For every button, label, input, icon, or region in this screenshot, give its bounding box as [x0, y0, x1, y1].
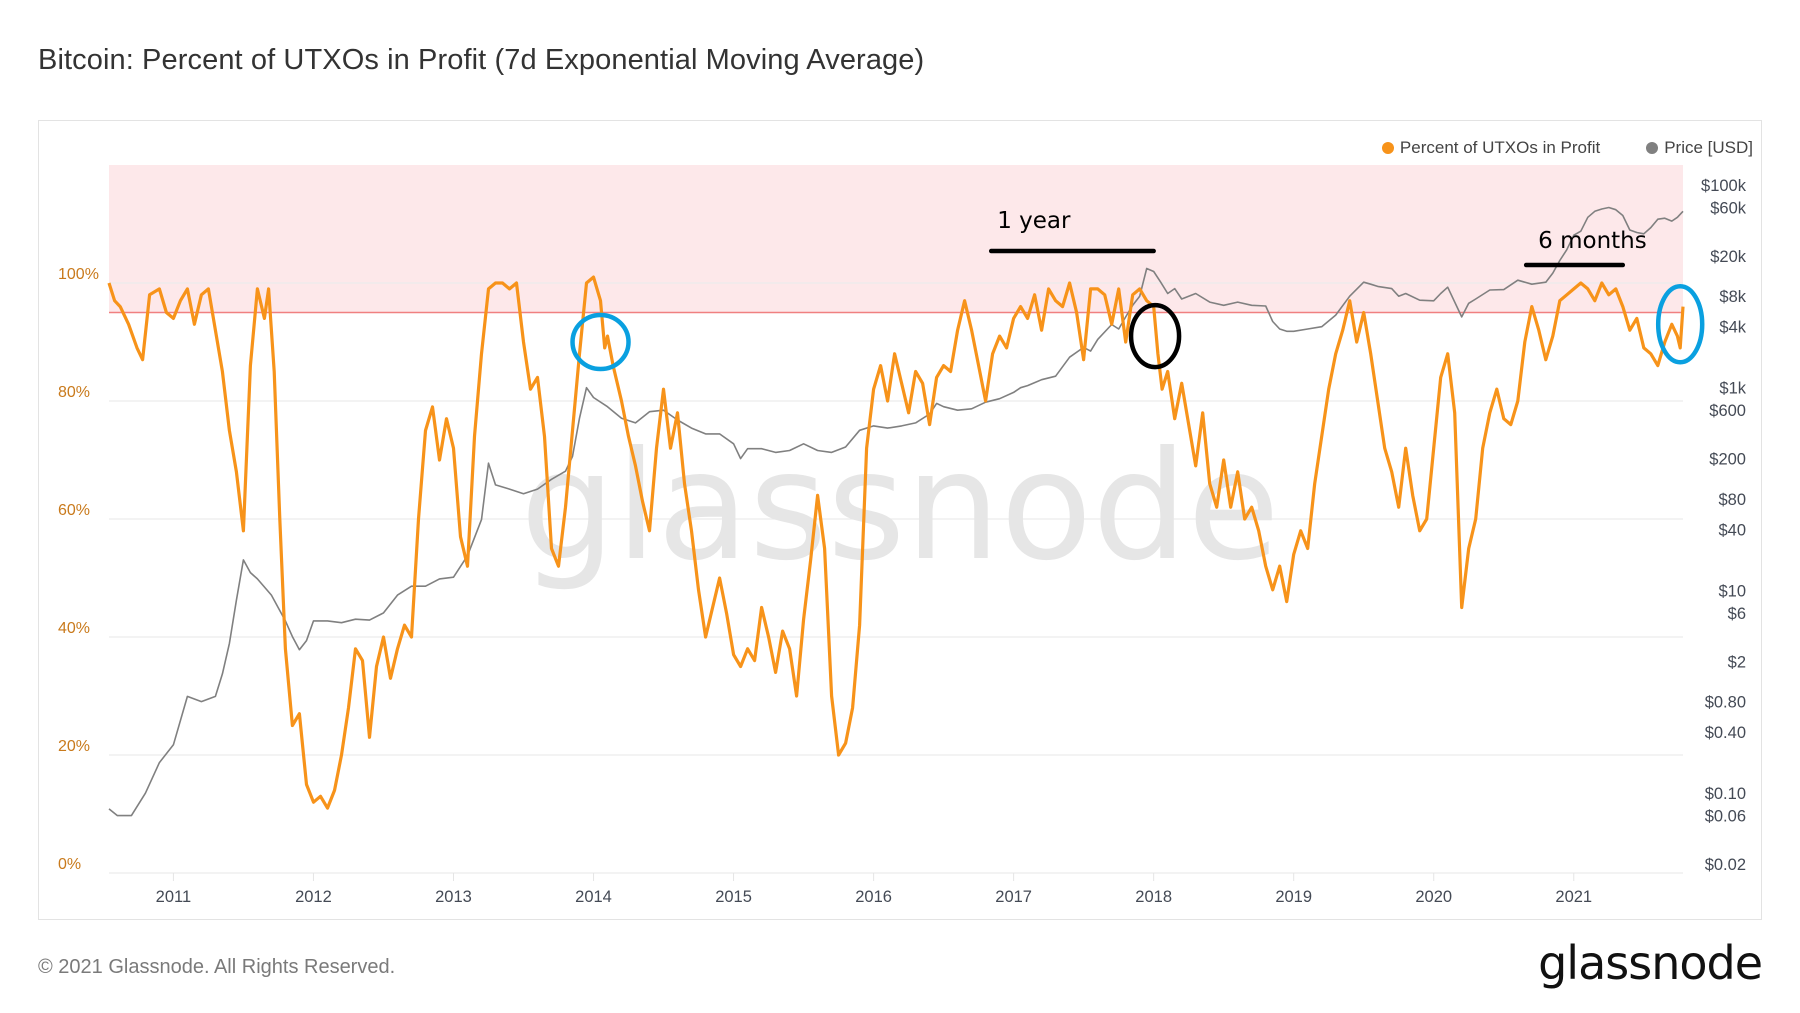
y-axis-left: 0% 20% 40% 60% 80% 100% — [58, 266, 99, 873]
legend-label-utxo: Percent of UTXOs in Profit — [1399, 138, 1601, 157]
x-tick-label: 2018 — [1135, 888, 1172, 906]
highlight-band-group — [109, 165, 1683, 313]
watermark: glassnode — [520, 420, 1279, 594]
annotation-circle — [570, 312, 631, 372]
y-right-tick-label: $2 — [1728, 653, 1746, 671]
x-tick-label: 2013 — [435, 888, 472, 906]
series-group — [107, 206, 1685, 817]
y-right-tick-label: $8k — [1719, 288, 1746, 306]
y-right-tick-label: $0.80 — [1705, 694, 1746, 712]
y-right-tick-label: $0.40 — [1705, 724, 1746, 742]
x-tick-label: 2020 — [1415, 888, 1452, 906]
y-axis-right: $100k $60k $20k $8k $4k $1k $600 $200 $80 $40 $10 $… — [1701, 177, 1747, 874]
y-left-tick-label: 100% — [58, 266, 99, 283]
x-tick-label: 2012 — [295, 888, 332, 906]
y-left-tick-label: 20% — [58, 738, 90, 755]
copyright-text: © 2021 Glassnode. All Rights Reserved. — [38, 956, 396, 978]
annotations: 1 year 6 months — [570, 208, 1705, 372]
y-right-tick-label: $200 — [1709, 451, 1746, 469]
y-right-tick-label: $0.06 — [1705, 808, 1746, 826]
y-right-tick-label: $1k — [1719, 380, 1746, 398]
gridlines — [109, 282, 1683, 874]
utxo-profit-line — [107, 275, 1685, 810]
legend-item-price[interactable]: Price [USD] — [1646, 138, 1753, 158]
x-tick-label: 2015 — [715, 888, 752, 906]
y-right-tick-label: $0.10 — [1705, 785, 1746, 803]
y-right-tick-label: $0.02 — [1705, 856, 1746, 874]
y-right-tick-label: $60k — [1710, 199, 1747, 217]
highlight-band — [109, 165, 1683, 313]
y-right-tick-label: $20k — [1710, 248, 1747, 266]
legend-dot-utxo-icon — [1381, 142, 1394, 154]
y-right-tick-label: $4k — [1719, 319, 1746, 337]
x-tick-label: 2021 — [1555, 888, 1592, 906]
x-tick-label: 2016 — [855, 888, 892, 906]
y-right-tick-label: $6 — [1728, 605, 1746, 623]
legend-label-price: Price [USD] — [1664, 138, 1753, 157]
legend: Percent of UTXOs in Profit Price [USD] — [1381, 138, 1753, 158]
y-right-tick-label: $10 — [1718, 582, 1746, 600]
y-left-tick-label: 80% — [58, 384, 90, 401]
legend-dot-price-icon — [1646, 142, 1659, 154]
x-tick-label: 2014 — [575, 888, 612, 906]
y-right-tick-label: $100k — [1701, 177, 1747, 195]
y-right-tick-label: $40 — [1718, 521, 1746, 539]
legend-item-utxo[interactable]: Percent of UTXOs in Profit — [1381, 138, 1601, 158]
x-tick-label: 2017 — [995, 888, 1032, 906]
glassnode-logo[interactable]: glassnode — [1538, 936, 1763, 990]
y-right-tick-label: $80 — [1718, 491, 1746, 509]
y-left-tick-label: 40% — [58, 620, 90, 637]
annotation-circle — [1128, 302, 1182, 370]
y-left-tick-label: 0% — [58, 856, 81, 873]
x-axis: 2011 2012 2013 2014 2015 2016 2017 2018 2019 2020… — [156, 873, 1592, 906]
chart-title: Bitcoin: Percent of UTXOs in Profit (7d … — [38, 44, 925, 76]
x-tick-label: 2011 — [156, 888, 191, 906]
annotation-label: 1 year — [997, 208, 1071, 234]
y-right-tick-label: $600 — [1709, 402, 1746, 420]
x-tick-label: 2019 — [1275, 888, 1312, 906]
annotation-circle — [1655, 284, 1705, 365]
y-left-tick-label: 60% — [58, 502, 90, 519]
annotation-label: 6 months — [1538, 228, 1647, 254]
